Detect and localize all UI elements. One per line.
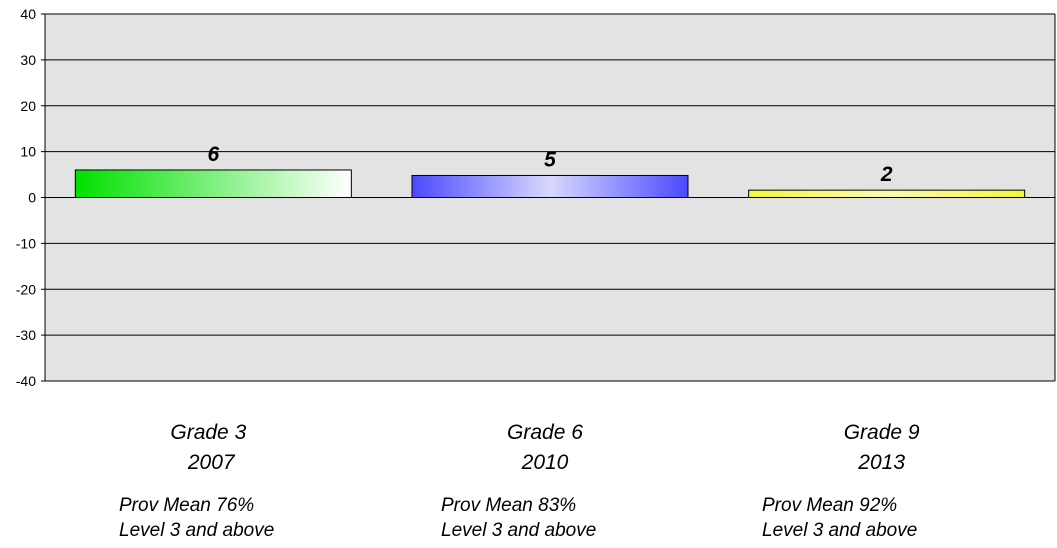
category-title: Grade 9 2013: [843, 421, 920, 474]
category-title: Grade 6 2010: [507, 421, 583, 474]
category-title: Grade 3 2007: [170, 421, 247, 474]
value-labels: 6 5 2: [207, 143, 892, 186]
bar-1: [74, 169, 352, 199]
category-prov-mean: Prov Mean 76%: [119, 495, 255, 516]
y-tick-label: -30: [16, 327, 36, 343]
value-label: 5: [544, 148, 556, 171]
y-axis-tick-labels: 40 30 20 10 0 -10 -20 -30 -40: [16, 6, 36, 389]
value-label: 2: [880, 163, 893, 186]
category-prov-mean: Prov Mean 92%: [762, 495, 898, 516]
y-tick-label: -20: [16, 281, 36, 297]
y-tick-label: 0: [28, 190, 36, 206]
bar-3: [748, 189, 1026, 199]
y-tick-label: 40: [20, 6, 36, 22]
category-prov-mean: Prov Mean 83%: [441, 495, 577, 516]
y-tick-label: 20: [20, 98, 36, 114]
y-tick-label: -40: [16, 373, 36, 389]
category-level-note: Level 3 and above: [762, 520, 918, 541]
bar-2: [411, 174, 689, 198]
category-level-note: Level 3 and above: [119, 520, 275, 541]
y-tick-label: -10: [16, 235, 36, 251]
gridlines: [41, 13, 1056, 382]
y-tick-label: 10: [20, 144, 36, 160]
value-label: 6: [207, 143, 219, 166]
category-level-note: Level 3 and above: [441, 520, 597, 541]
y-tick-label: 30: [20, 52, 36, 68]
bars: [74, 169, 1026, 199]
